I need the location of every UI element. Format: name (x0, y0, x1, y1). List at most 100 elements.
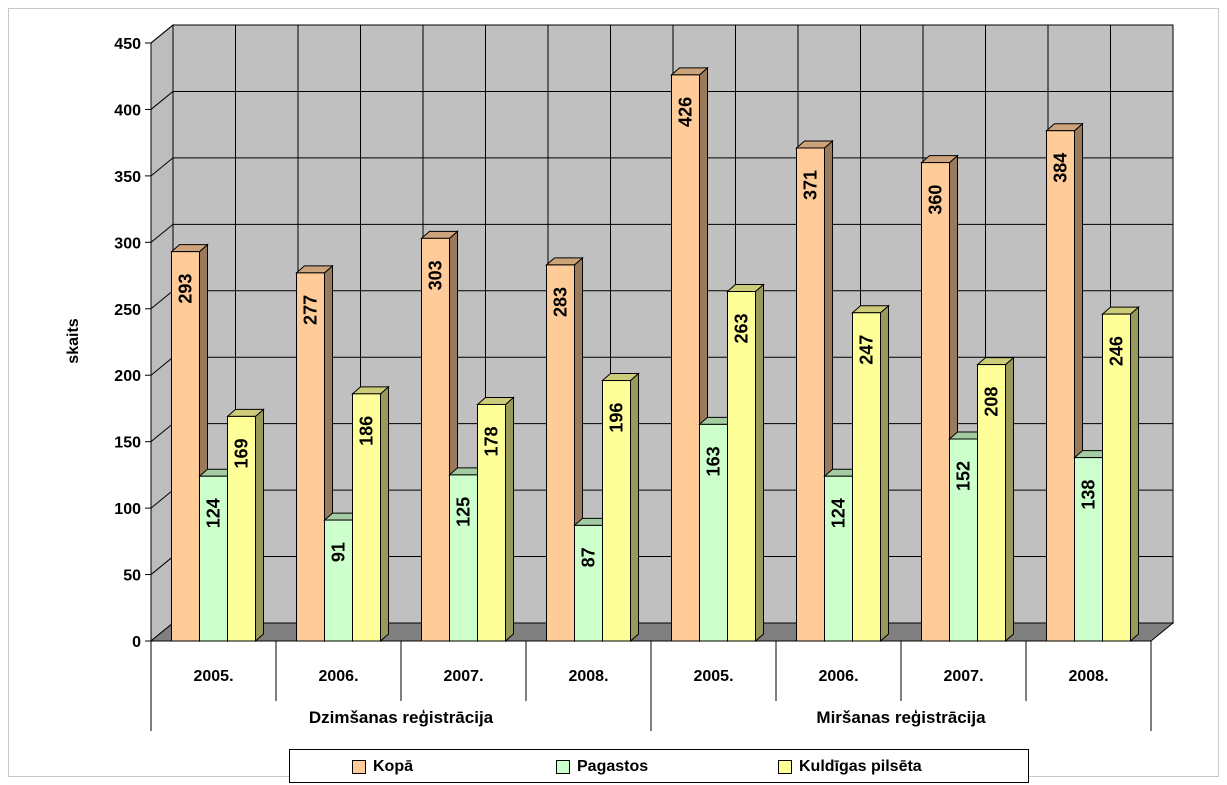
data-label: 91 (329, 542, 349, 562)
legend-item-kuldigas-pilseta: Kuldīgas pilsēta (778, 758, 922, 776)
bar-kuldigas-pilseta: 208 (976, 356, 1015, 643)
bar-kuldigas-pilseta: 246 (1101, 305, 1140, 643)
bars: 293 124 169 277 91 186 303 125 178 283 87 196 426 163… (170, 66, 1140, 643)
x-tick-label: 2008. (1068, 668, 1108, 685)
bar-front (477, 403, 506, 642)
bar-front (574, 524, 603, 642)
bar-front (1074, 457, 1103, 642)
bar-front (421, 237, 450, 642)
data-label: 138 (1079, 480, 1099, 510)
bar-side (755, 283, 764, 643)
gridline-side (150, 356, 174, 376)
y-axis: 0 50 100 150 200 250 300 350 400 450 (114, 36, 152, 651)
legend-swatch-kuldigas-pilseta (778, 760, 792, 774)
chart-frame: 0 50 100 150 200 250 300 350 400 450 293 124 169 277… (8, 8, 1219, 783)
x-tick-label: 2005. (193, 668, 233, 685)
data-label: 371 (801, 170, 821, 200)
data-label: 384 (1051, 153, 1071, 183)
legend-swatch-pagastos (556, 760, 570, 774)
bar-front (1102, 313, 1131, 642)
data-label: 263 (732, 314, 752, 344)
data-label: 163 (704, 446, 724, 476)
bar-kuldigas-pilseta: 169 (226, 408, 265, 643)
y-tick-label: 0 (132, 634, 141, 651)
bar-side (505, 396, 514, 643)
gridline-side (150, 423, 174, 443)
data-label: 247 (857, 335, 877, 365)
bar-front (352, 393, 381, 642)
bar-side (1130, 305, 1139, 643)
bar-front (227, 415, 256, 642)
bar-side (880, 304, 889, 643)
data-label: 360 (926, 185, 946, 215)
legend-swatch-kopa (352, 760, 366, 774)
data-label: 186 (357, 416, 377, 446)
bar-front (171, 251, 200, 642)
bar-front (1046, 130, 1075, 642)
bar-front (699, 423, 728, 642)
bar-pagastos: 125 (448, 466, 487, 643)
bar-front (449, 474, 478, 642)
gridline-side (150, 556, 174, 575)
gridline-side (150, 24, 174, 44)
data-label: 169 (232, 438, 252, 468)
data-label: 293 (176, 274, 196, 304)
bar-kopa: 283 (545, 256, 584, 643)
y-tick-label: 50 (123, 568, 141, 585)
legend-item-pagastos: Pagastos (556, 758, 648, 776)
bar-kopa: 277 (295, 264, 334, 643)
bar-front (852, 312, 881, 642)
y-tick-label: 100 (114, 501, 141, 518)
x-group-label: Miršanas reģistrācija (816, 708, 986, 727)
legend: Kopā Pagastos Kuldīgas pilsēta (289, 749, 1029, 783)
bar-front (296, 272, 325, 642)
y-tick-label: 150 (114, 435, 141, 452)
data-label: 124 (204, 498, 224, 528)
gridline-side (150, 223, 174, 243)
bar-front (727, 291, 756, 642)
data-label: 87 (579, 547, 599, 567)
data-label: 303 (426, 260, 446, 290)
bar-kopa: 426 (670, 66, 709, 643)
data-label: 246 (1107, 336, 1127, 366)
gridline-side (150, 489, 174, 509)
x-tick-label: 2006. (318, 668, 358, 685)
y-tick-label: 250 (114, 302, 141, 319)
bar-side (380, 385, 389, 643)
legend-item-kopa: Kopā (352, 758, 413, 776)
data-label: 277 (301, 295, 321, 325)
bar-kuldigas-pilseta: 196 (601, 372, 640, 643)
y-tick-label: 350 (114, 169, 141, 186)
bar-side (1005, 356, 1014, 643)
bar-front (796, 147, 825, 642)
y-tick-label: 200 (114, 368, 141, 385)
data-label: 125 (454, 497, 474, 527)
x-tick-label: 2007. (943, 668, 983, 685)
bar-front (324, 519, 353, 642)
y-tick-label: 450 (114, 36, 141, 53)
y-tick-label: 300 (114, 235, 141, 252)
bar-kuldigas-pilseta: 186 (351, 385, 390, 643)
y-axis-label: skaits (65, 318, 82, 363)
y-tick-label: 400 (114, 102, 141, 119)
bar-chart: 0 50 100 150 200 250 300 350 400 450 293 124 169 277… (65, 23, 1175, 731)
bar-side (255, 408, 264, 643)
bar-side (630, 372, 639, 643)
bar-kopa: 303 (420, 230, 459, 643)
data-label: 178 (482, 426, 502, 456)
gridline-side (150, 157, 174, 177)
x-axis: 2005. 2006. 2007. 2008. 2005. 2006. 2007. 2008.… (150, 640, 1152, 731)
data-label: 196 (607, 403, 627, 433)
data-label: 426 (676, 97, 696, 127)
bar-front (199, 475, 228, 642)
gridline-side (150, 290, 174, 310)
data-label: 208 (982, 387, 1002, 417)
legend-label-kopa: Kopā (373, 758, 413, 775)
x-tick-label: 2007. (443, 668, 483, 685)
side-wall (150, 23, 174, 643)
x-group-label: Dzimšanas reģistrācija (309, 708, 494, 727)
bar-kuldigas-pilseta: 178 (476, 396, 515, 643)
x-tick-label: 2005. (693, 668, 733, 685)
bar-kuldigas-pilseta: 263 (726, 283, 765, 643)
data-label: 283 (551, 287, 571, 317)
